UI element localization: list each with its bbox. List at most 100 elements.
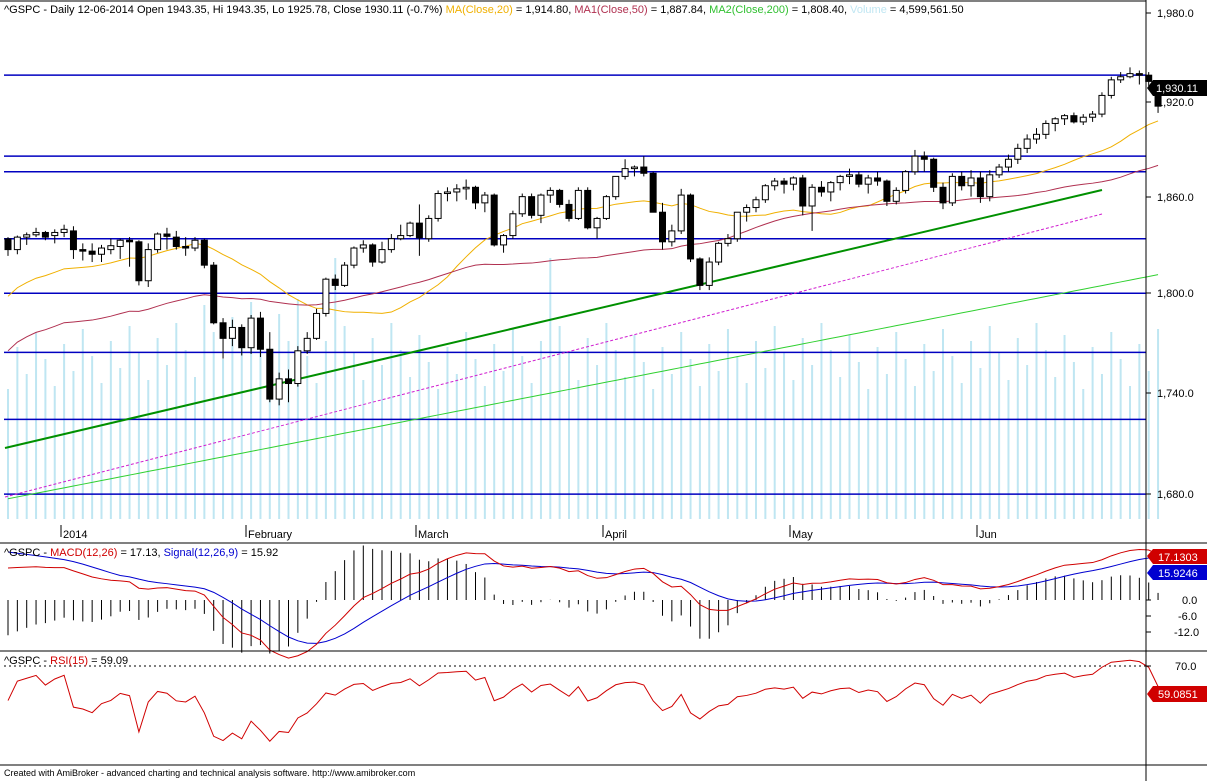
candle-body — [939, 186, 947, 204]
volume-bar — [7, 389, 9, 519]
candle-body — [144, 249, 152, 282]
volume-bar — [465, 332, 468, 519]
volume-bar — [437, 389, 440, 519]
candle-body — [13, 236, 21, 251]
candle-body — [1070, 115, 1078, 123]
volume-bar — [399, 350, 402, 519]
volume-bar — [913, 386, 916, 519]
volume-bar — [409, 377, 412, 519]
candle-body — [490, 194, 498, 246]
volume-bar — [904, 359, 907, 519]
candle-body — [210, 264, 218, 324]
candle-body — [846, 174, 853, 177]
macd-label: MACD(12,26) — [50, 547, 117, 559]
volume-bar — [558, 326, 561, 519]
candle-body — [574, 189, 582, 219]
volume-bars — [7, 258, 1160, 519]
volume-bar — [614, 350, 617, 519]
header-symbol-ohlc: ^GSPC - Daily 12-06-2014 Open 1943.35, H… — [4, 4, 443, 16]
macd-symbol: ^GSPC - — [4, 547, 50, 559]
volume-bar — [474, 359, 477, 519]
volume-bar — [231, 317, 234, 519]
volume-bar — [259, 329, 262, 519]
candle-body — [855, 174, 863, 185]
rsi-header: ^GSPC - RSI(15) = 59.09 — [4, 655, 128, 667]
candle-body — [1145, 74, 1153, 82]
candle-body — [565, 203, 573, 219]
volume-bar — [717, 371, 720, 519]
date-label: 2014 — [63, 529, 87, 541]
volume-bar — [296, 299, 299, 519]
volume-bar — [1100, 374, 1103, 519]
candle-body — [593, 217, 601, 229]
candle-body — [369, 244, 377, 263]
volume-bar — [848, 335, 851, 519]
candle-body — [892, 189, 900, 202]
candle-body — [182, 245, 190, 249]
volume-bar — [203, 305, 206, 519]
volume-bar — [960, 383, 963, 519]
volume-bar — [661, 347, 664, 519]
volume-bar — [755, 341, 757, 519]
candle-body — [1051, 118, 1059, 124]
volume-bar — [1072, 362, 1075, 519]
candle-body — [500, 235, 508, 246]
candle-body — [228, 326, 236, 339]
header-ma20-label: MA(Close,20) — [446, 4, 513, 16]
volume-bar — [698, 386, 701, 519]
candle-body — [911, 155, 919, 173]
volume-bar — [577, 380, 580, 519]
macd-tick: 0.0 — [1182, 595, 1197, 607]
trend-line-dashed — [4, 213, 1103, 498]
volume-bar — [1119, 359, 1122, 519]
volume-bar — [147, 380, 150, 519]
candle-body — [359, 244, 367, 249]
candle-body — [612, 175, 620, 198]
last-price-value: 1,930.11 — [1156, 83, 1198, 95]
rsi-symbol: ^GSPC - — [4, 655, 50, 667]
candle-body — [41, 231, 49, 238]
candle-body — [116, 239, 124, 247]
candle-body — [415, 222, 423, 239]
candle-body — [350, 247, 358, 266]
volume-bar — [352, 353, 355, 519]
volume-bar — [726, 329, 729, 519]
candle-body — [172, 236, 180, 247]
volume-bar — [970, 341, 973, 519]
rsi-line — [7, 659, 1159, 742]
volume-bar — [222, 359, 225, 519]
candle-body — [32, 231, 40, 236]
volume-bar — [1063, 335, 1066, 519]
ma200-line — [7, 274, 1159, 500]
candle-body — [528, 196, 536, 216]
price-tick: 1,740.0 — [1157, 388, 1194, 400]
volume-bar — [381, 365, 383, 519]
candle-body — [387, 238, 395, 251]
macd-header: ^GSPC - MACD(12,26) = 17.13, Signal(12,2… — [4, 547, 278, 559]
footer-credit: Created with AmiBroker - advanced charti… — [4, 768, 416, 778]
volume-bar — [511, 329, 514, 519]
volume-bar — [521, 356, 524, 519]
date-label: May — [792, 529, 813, 541]
macd-badge-value: 17.1303 — [1158, 552, 1198, 564]
candle-body — [1023, 138, 1031, 149]
candle-body — [967, 177, 975, 187]
candle-body — [1033, 133, 1040, 140]
macd-tick: -6.0 — [1178, 611, 1197, 623]
rsi-plot — [4, 659, 1159, 742]
volume-bar — [137, 353, 140, 519]
price-tick: 1,800.0 — [1157, 288, 1194, 300]
candle-body — [238, 326, 246, 349]
candle-body — [303, 337, 311, 352]
rsi-axis: 70.0 — [1146, 661, 1196, 673]
signal-value: = 15.92 — [241, 547, 278, 559]
volume-bar — [91, 356, 94, 519]
volume-bar — [25, 374, 28, 519]
candle-body — [976, 177, 984, 198]
volume-bar — [792, 380, 795, 519]
candle-body — [79, 249, 87, 252]
volume-bar — [483, 386, 486, 519]
candle-body — [584, 189, 592, 229]
volume-bar — [165, 365, 168, 519]
header-ma20-value: = 1,914.80, — [516, 4, 571, 16]
